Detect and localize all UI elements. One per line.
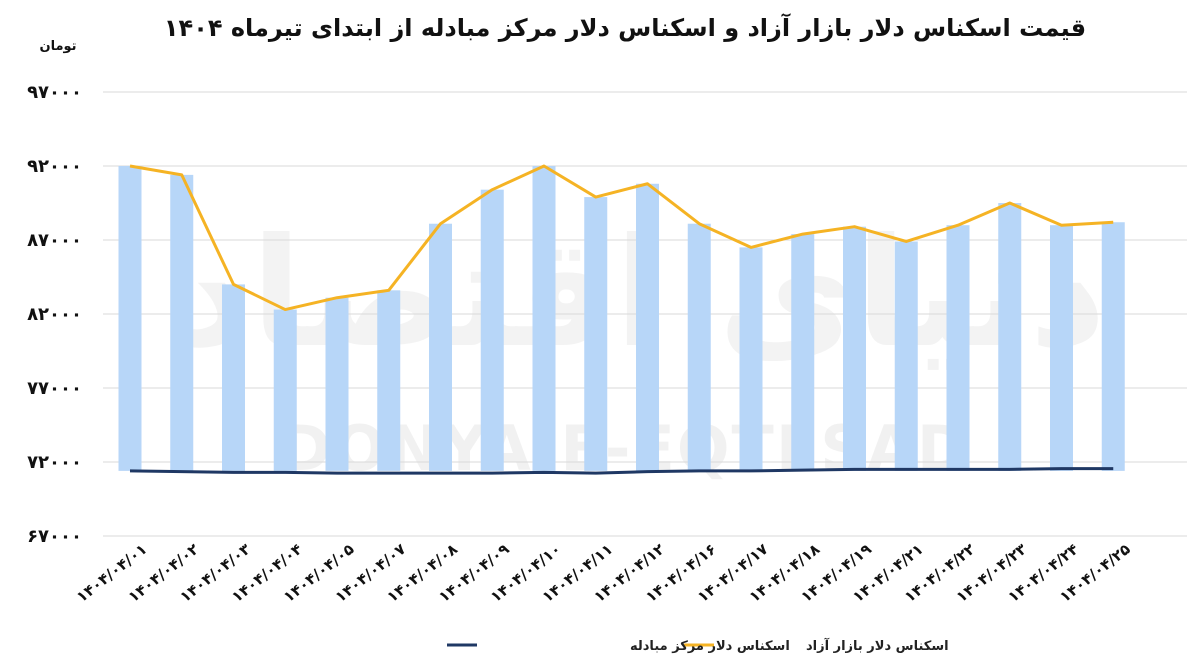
bar-free-market [584,197,608,471]
bar-free-market [791,234,815,471]
y-tick-label: ۷۲۰۰۰ [27,452,82,473]
bar-free-market [998,203,1022,471]
y-axis-unit-label: تومان [39,39,76,54]
bar-free-market [222,284,245,471]
bar-free-market [273,309,297,471]
bar-free-market [843,226,866,471]
y-tick-label: ۹۲۰۰۰ [27,156,82,177]
y-tick-label: ۷۷۰۰۰ [27,378,82,399]
bar-free-market [894,241,918,471]
y-tick-label: ۹۷۰۰۰ [27,82,82,103]
bar-free-market [636,183,659,471]
series-lines [129,164,1114,475]
bar-free-market [739,247,763,471]
bar-free-market [429,223,452,471]
chart-title: قیمت اسکناس دلار بازار آزاد و اسکناس دلا… [164,13,1086,42]
legend-label-exchange-center: اسکناس دلار مرکز مبادله [630,639,790,654]
bar-free-market [377,290,401,471]
y-tick-label: ۸۲۰۰۰ [27,304,82,325]
bar-free-market [325,297,349,471]
x-axis-ticks: ۱۴۰۴/۰۴/۰۱۱۴۰۴/۰۴/۰۲۱۴۰۴/۰۴/۰۳۱۴۰۴/۰۴/۰۴… [73,540,1134,606]
bar-free-market [687,223,711,471]
bar-free-market [170,174,194,471]
bar-free-market [1050,225,1073,471]
line-exchange-center [129,467,1114,475]
y-tick-label: ۶۷۰۰۰ [27,526,82,547]
bar-free-market [118,166,142,471]
bar-free-market [1101,222,1125,471]
bars [118,166,1125,471]
line-free-market [129,164,1114,312]
bar-free-market [480,189,504,471]
bar-free-market [532,166,556,471]
y-axis-ticks: ۶۷۰۰۰ ۷۲۰۰۰ ۷۷۰۰۰ ۸۲۰۰۰ ۸۷۰۰۰ ۹۲۰۰۰ ۹۷۰۰۰ [27,82,82,547]
bar-free-market [946,225,970,471]
legend: اسکناس دلار بازار آزاد اسکناس دلار مرکز … [447,637,949,654]
y-tick-label: ۸۷۰۰۰ [27,230,82,251]
legend-label-free-market: اسکناس دلار بازار آزاد [806,637,949,654]
